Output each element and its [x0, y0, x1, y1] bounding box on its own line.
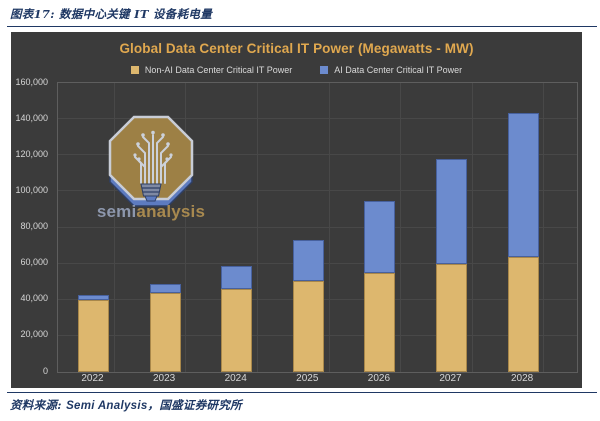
- y-tick: 140,000: [15, 112, 48, 123]
- gridline-horizontal: [58, 118, 577, 120]
- legend-item-non-ai: Non-AI Data Center Critical IT Power: [130, 65, 293, 75]
- gridline-vertical: [256, 83, 258, 372]
- chart-legend: Non-AI Data Center Critical IT Power AI …: [11, 65, 582, 75]
- wordmark-semi: semi: [96, 202, 137, 221]
- bar-2023-non-ai: [149, 292, 181, 372]
- y-tick: 160,000: [15, 76, 48, 87]
- bar-2028-ai: [507, 112, 539, 258]
- bar-2024-ai: [221, 266, 253, 289]
- semianalysis-wordmark: semianalysis: [94, 202, 208, 222]
- source-label: 资料来源:: [10, 398, 62, 412]
- semianalysis-watermark: semianalysis: [97, 115, 205, 221]
- x-tick-2022: 2022: [81, 373, 104, 384]
- x-tick-2023: 2023: [152, 373, 176, 384]
- x-tick-2025: 2025: [296, 373, 319, 384]
- bar-2022-ai: [78, 295, 109, 300]
- x-tick-2028: 2028: [510, 373, 534, 384]
- bar-2022-non-ai: [78, 299, 109, 372]
- y-tick: 100,000: [15, 184, 48, 195]
- y-axis-labels: 160,000 140,000 120,000 100,000 80,000 60,000…: [11, 32, 51, 388]
- chart-panel: Global Data Center Critical IT Power (Me…: [11, 32, 582, 388]
- gridline-horizontal: [58, 226, 577, 228]
- gridline-vertical: [543, 83, 545, 372]
- x-tick-2024: 2024: [224, 373, 247, 384]
- legend-label-ai: AI Data Center Critical IT Power: [334, 65, 463, 75]
- figure-caption: 图表17: 数据中心关键 IT 设备耗电量: [10, 7, 212, 21]
- bar-2023-ai: [149, 283, 181, 293]
- gridline-vertical: [113, 83, 115, 372]
- y-tick: 0: [42, 365, 48, 376]
- chart-title: Global Data Center Critical IT Power (Me…: [119, 41, 474, 56]
- y-tick: 60,000: [20, 257, 48, 268]
- header-rule: [7, 26, 597, 27]
- legend-item-ai: AI Data Center Critical IT Power: [320, 65, 462, 75]
- bar-2025-non-ai: [292, 280, 324, 372]
- wordmark-analysis: analysis: [136, 202, 206, 221]
- bar-2027-ai: [436, 158, 467, 264]
- legend-swatch-non-ai-icon: [130, 66, 139, 74]
- gridline-horizontal: [58, 190, 577, 192]
- bar-2028-non-ai: [507, 257, 539, 372]
- bar-2026-ai: [364, 201, 396, 273]
- y-tick: 120,000: [15, 148, 48, 159]
- y-tick: 40,000: [20, 293, 48, 304]
- x-tick-2026: 2026: [367, 373, 391, 384]
- bar-2024-non-ai: [221, 288, 253, 372]
- legend-swatch-ai-icon: [320, 66, 329, 74]
- footer-rule: [7, 392, 597, 393]
- bar-2026-non-ai: [364, 272, 396, 372]
- semianalysis-logo-icon: [108, 115, 194, 207]
- bar-2025-ai: [292, 240, 324, 281]
- gridline-vertical: [400, 83, 402, 372]
- source-text: Semi Analysis，国盛证券研究所: [66, 400, 242, 412]
- source-note: 资料来源: Semi Analysis，国盛证券研究所: [10, 397, 242, 413]
- legend-label-non-ai: Non-AI Data Center Critical IT Power: [144, 65, 293, 75]
- gridline-vertical: [185, 83, 187, 372]
- gridline-vertical: [328, 83, 330, 372]
- bar-2027-non-ai: [436, 263, 467, 372]
- plot-area: [57, 82, 578, 373]
- x-tick-2027: 2027: [439, 373, 462, 384]
- y-tick: 20,000: [20, 329, 48, 340]
- gridline-horizontal: [58, 154, 577, 156]
- y-tick: 80,000: [20, 221, 48, 231]
- gridline-vertical: [471, 83, 473, 372]
